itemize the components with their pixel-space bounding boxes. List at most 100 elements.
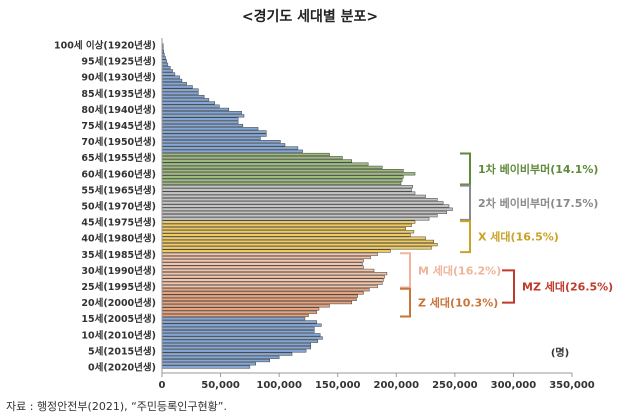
- x-tick-label: 50,000: [201, 380, 240, 391]
- bar-age-47: [161, 214, 438, 218]
- bar-age-96: [161, 56, 166, 60]
- bar-age-72: [161, 133, 267, 137]
- bar-age-73: [161, 130, 267, 134]
- unit-label: (명): [551, 346, 569, 359]
- bar-age-45: [161, 220, 416, 224]
- bar-age-44: [161, 223, 412, 227]
- bar-age-76: [161, 120, 239, 124]
- bar-age-70: [161, 140, 281, 144]
- bar-age-93: [161, 65, 171, 70]
- chart-title: <경기도 세대별 분포>: [241, 9, 379, 25]
- bar-age-41: [161, 233, 411, 237]
- bar-age-43: [161, 226, 406, 231]
- bar-age-48: [161, 210, 447, 215]
- bar-age-0: [161, 365, 251, 369]
- bar-age-81: [161, 104, 220, 108]
- group-m-bracket: [400, 252, 411, 289]
- group-z-bracket: [400, 287, 411, 318]
- bar-age-17: [161, 310, 317, 314]
- y-tick-label: 85세(1935년생): [81, 88, 156, 100]
- bar-age-56: [161, 185, 413, 189]
- bar-age-65: [161, 156, 343, 160]
- y-tick-label: 90세(1930년생): [81, 72, 156, 84]
- bar-age-12: [161, 326, 315, 330]
- bar-age-2: [161, 359, 271, 363]
- bar-age-13: [161, 323, 322, 327]
- bar-age-21: [161, 297, 357, 301]
- bar-age-29: [161, 272, 388, 276]
- bar-age-85: [161, 91, 199, 95]
- bar-age-10: [161, 333, 321, 337]
- bar-age-77: [161, 117, 239, 121]
- group-boomer1-label: 1차 베이비부머(14.1%): [478, 162, 598, 176]
- bar-age-89: [161, 78, 183, 82]
- y-tick-label: 70세(1950년생): [81, 136, 156, 148]
- x-tick-label: 350,000: [549, 380, 595, 391]
- bar-age-7: [161, 342, 312, 347]
- bar-age-28: [161, 275, 385, 279]
- bar-age-20: [161, 301, 353, 305]
- y-tick-label: 45세(1975년생): [81, 217, 156, 229]
- group-mz-bracket: [502, 269, 515, 304]
- bar-age-40: [161, 236, 426, 240]
- group-boomer2-label: 2차 베이비부머(17.5%): [478, 196, 598, 210]
- y-tick-label: 75세(1945년생): [81, 120, 156, 132]
- bar-age-33: [161, 259, 364, 263]
- y-tick-label: 30세(1990년생): [81, 265, 156, 277]
- y-tick-label: 15세(2005년생): [81, 313, 156, 325]
- bar-age-38: [161, 243, 438, 247]
- bar-age-1: [161, 362, 256, 366]
- bar-age-22: [161, 294, 358, 298]
- bar-age-95: [161, 59, 167, 63]
- bar-age-71: [161, 136, 261, 140]
- bar-age-67: [161, 149, 303, 153]
- bar-age-19: [161, 304, 330, 308]
- y-tick-label: 80세(1940년생): [81, 104, 156, 116]
- bar-age-86: [161, 88, 199, 92]
- bar-age-5: [161, 349, 307, 353]
- bar-age-60: [161, 172, 416, 176]
- bar-age-51: [161, 201, 444, 205]
- x-tick-label: 100,000: [256, 380, 302, 391]
- bar-age-59: [161, 175, 404, 179]
- bar-age-62: [161, 165, 383, 169]
- bar-age-27: [161, 278, 384, 282]
- y-tick-label: 25세(1995년생): [81, 281, 156, 293]
- bar-age-9: [161, 336, 323, 340]
- bar-age-4: [161, 352, 293, 356]
- bar-age-64: [161, 159, 353, 163]
- bar-age-37: [161, 246, 432, 250]
- bar-age-14: [161, 320, 317, 324]
- x-tick-label: 150,000: [315, 380, 361, 391]
- bar-age-42: [161, 230, 415, 234]
- bar-age-90: [161, 75, 180, 79]
- bar-age-11: [161, 330, 315, 334]
- group-boomer1-bracket: [460, 152, 471, 186]
- bar-age-53: [161, 194, 426, 198]
- bar-age-88: [161, 82, 187, 86]
- y-tick-label: 55세(1965년생): [81, 184, 156, 196]
- x-tick-label: 0: [159, 380, 166, 391]
- bar-age-25: [161, 284, 378, 289]
- bar-age-46: [161, 217, 430, 221]
- y-tick-label: 100세 이상(1920년생): [54, 40, 156, 52]
- bar-age-92: [161, 69, 173, 73]
- x-tick-label: 300,000: [491, 380, 537, 391]
- bar-age-31: [161, 265, 364, 269]
- group-mz-label: MZ 세대(26.5%): [522, 280, 613, 294]
- bar-age-3: [161, 355, 280, 359]
- group-z-label: Z 세대(10.3%): [418, 296, 498, 310]
- bar-age-30: [161, 268, 375, 272]
- bar-age-84: [161, 94, 205, 99]
- source-note: 자료 : 행정안전부(2021), “주민등록인구현황”.: [6, 400, 227, 413]
- bar-age-78: [161, 114, 245, 118]
- bar-age-24: [161, 288, 370, 292]
- bar-age-57: [161, 181, 402, 186]
- bar-age-23: [161, 291, 364, 295]
- bar-age-6: [161, 346, 312, 350]
- bar-age-91: [161, 72, 176, 76]
- y-tick-label: 60세(1960년생): [81, 168, 156, 180]
- bar-age-34: [161, 255, 371, 260]
- bar-age-61: [161, 169, 404, 173]
- bar-age-39: [161, 239, 435, 243]
